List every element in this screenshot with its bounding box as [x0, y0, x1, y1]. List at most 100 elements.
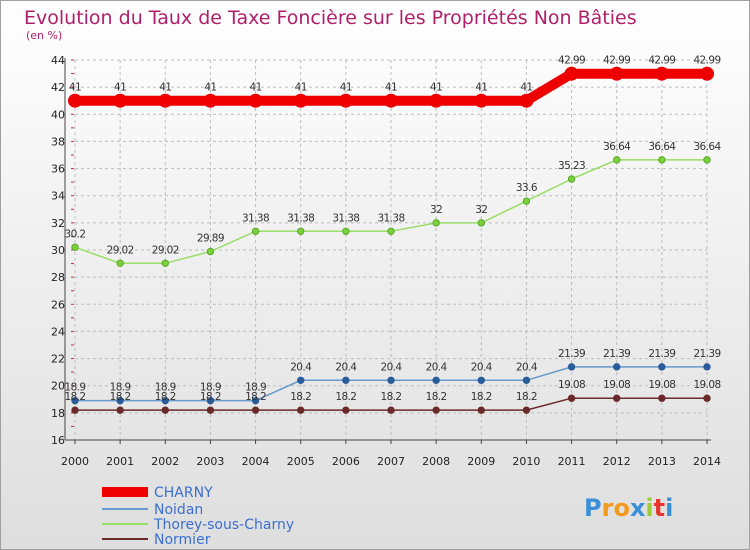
- data-label: 41: [69, 82, 81, 94]
- logo-letter: i: [665, 494, 673, 522]
- data-label: 18.2: [65, 391, 86, 403]
- logo-letter: r: [602, 494, 614, 522]
- data-label: 19.08: [558, 379, 585, 391]
- data-labels: 41 41 41 41 41 41 41 41 41 41 41 42.99 42.99 42.99 42.…: [65, 55, 723, 403]
- data-point: [338, 93, 353, 108]
- x-tick-label: 2006: [332, 455, 360, 468]
- data-point: [206, 247, 215, 256]
- data-label: 41: [295, 82, 307, 94]
- data-label: 18.2: [200, 391, 221, 403]
- x-tick-label: 2014: [693, 455, 721, 468]
- data-label: 21.39: [693, 348, 720, 360]
- data-label: 31.38: [377, 212, 404, 224]
- y-tick-label: 44: [51, 54, 65, 67]
- data-point: [251, 227, 260, 235]
- y-tick-label: 40: [51, 108, 65, 121]
- y-tick-label: 32: [51, 217, 65, 230]
- data-label: 20.4: [471, 361, 493, 373]
- data-point: [522, 376, 531, 384]
- y-tick-label: 20: [51, 380, 65, 393]
- axes: 16 18 20 22 24 26 28 30 32 34 36 38 40 42 44 2000 2001 20…: [51, 54, 721, 468]
- y-tick-label: 16: [51, 434, 65, 447]
- data-point: [71, 243, 79, 251]
- data-point: [613, 394, 621, 402]
- data-label: 31.38: [287, 212, 314, 224]
- data-point: [297, 376, 305, 384]
- data-label: 19.08: [648, 379, 675, 391]
- data-label: 20.4: [335, 361, 357, 373]
- data-point: [206, 396, 215, 405]
- data-point: [113, 93, 128, 108]
- data-point: [477, 219, 485, 227]
- data-point: [522, 406, 531, 414]
- y-tick-label: 34: [51, 190, 65, 203]
- x-tick-label: 2012: [603, 455, 631, 468]
- data-point: [703, 363, 711, 371]
- data-point: [432, 376, 440, 384]
- x-tick-label: 2013: [648, 455, 676, 468]
- data-label: 31.38: [242, 212, 269, 224]
- data-point: [68, 93, 82, 108]
- data-point: [161, 396, 169, 405]
- data-label: 18.2: [110, 391, 131, 403]
- data-label: 20.4: [381, 361, 403, 373]
- data-point: [477, 376, 485, 384]
- data-label: 20.4: [290, 361, 312, 373]
- logo-letter: t: [654, 494, 665, 522]
- data-label: 41: [340, 82, 352, 94]
- y-tick-label: 28: [51, 271, 65, 284]
- data-label: 20.4: [516, 361, 538, 373]
- data-point: [387, 406, 395, 414]
- data-point: [477, 406, 485, 414]
- data-label: 41: [249, 82, 261, 94]
- data-point: [71, 396, 79, 405]
- data-label: 33.6: [516, 182, 538, 194]
- legend-label: Normier: [154, 532, 211, 548]
- data-point: [564, 66, 579, 81]
- data-label: 21.39: [648, 348, 675, 360]
- data-label: 42.99: [558, 55, 585, 67]
- data-label: 32: [475, 204, 487, 216]
- data-point: [297, 406, 305, 414]
- x-tick-label: 2009: [467, 455, 495, 468]
- y-tick-label: 42: [51, 81, 65, 94]
- x-tick-label: 2004: [242, 455, 270, 468]
- data-label: 18.9: [65, 382, 86, 394]
- data-label: 41: [475, 82, 487, 94]
- data-label: 18.2: [471, 391, 492, 403]
- data-point: [206, 406, 215, 414]
- data-point: [658, 156, 666, 164]
- data-point: [654, 66, 669, 81]
- data-point: [700, 66, 714, 81]
- data-label: 21.39: [603, 348, 630, 360]
- data-label: 29.89: [197, 232, 224, 244]
- data-label: 42.99: [648, 55, 675, 67]
- data-label: 18.9: [200, 382, 221, 394]
- data-point: [158, 93, 173, 108]
- data-label: 41: [385, 82, 397, 94]
- data-point: [384, 93, 398, 108]
- data-point: [387, 227, 395, 235]
- y-tick-label: 24: [51, 325, 65, 338]
- x-tick-label: 2002: [151, 455, 179, 468]
- x-tick-label: 2007: [377, 455, 405, 468]
- data-label: 36.64: [648, 141, 676, 153]
- x-tick-label: 2010: [512, 455, 540, 468]
- data-point: [248, 93, 263, 108]
- y-unit-label: (en %): [26, 29, 62, 42]
- data-point: [342, 376, 350, 384]
- data-point: [609, 66, 624, 81]
- proxiti-logo: Proxiti: [584, 494, 673, 522]
- data-point: [251, 406, 260, 414]
- data-label: 19.08: [693, 379, 720, 391]
- data-label: 19.08: [603, 379, 630, 391]
- data-point: [658, 363, 666, 371]
- y-tick-label: 18: [51, 407, 65, 420]
- data-label: 32: [430, 204, 442, 216]
- data-point: [429, 93, 444, 108]
- data-point: [297, 227, 305, 235]
- logo-letter: x: [630, 494, 646, 522]
